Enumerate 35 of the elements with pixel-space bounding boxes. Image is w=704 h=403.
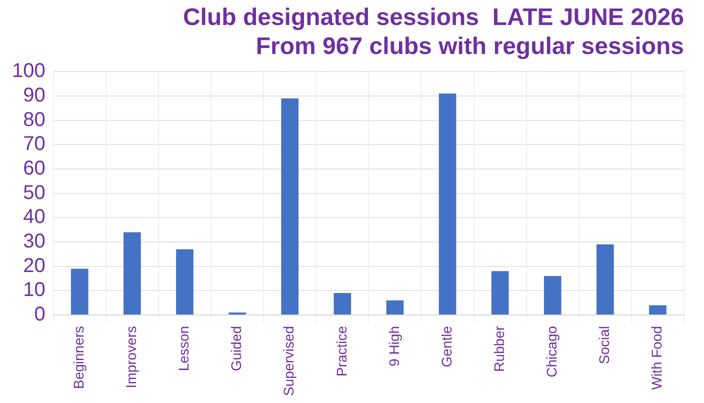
y-tick-label: 30: [23, 230, 46, 252]
y-tick-label: 10: [23, 279, 46, 302]
bar: [334, 293, 352, 314]
x-tick-label: With Food: [648, 326, 665, 390]
x-tick-label: Guided: [228, 326, 244, 372]
y-tick-label: 20: [23, 254, 46, 277]
bar: [176, 249, 194, 314]
x-tick-label: 9 High: [386, 326, 402, 366]
bar: [70, 268, 88, 314]
x-tick-label: Lesson: [176, 326, 192, 372]
x-tick-label: Improvers: [123, 326, 140, 388]
y-tick-label: 60: [23, 157, 46, 180]
bar: [491, 271, 509, 314]
x-tick-label: Rubber: [490, 326, 507, 372]
y-tick-label: 70: [23, 133, 46, 156]
y-tick-label: 100: [12, 60, 46, 82]
y-tick-label: 50: [23, 182, 46, 204]
bar: [596, 244, 614, 314]
x-tick-label: Practice: [333, 326, 350, 377]
bar: [544, 276, 562, 314]
x-tick-label: Social: [596, 326, 612, 364]
bar: [438, 94, 456, 314]
x-tick-label: Supervised: [280, 326, 297, 396]
bar: [649, 305, 666, 314]
y-tick-label: 90: [23, 84, 46, 106]
x-tick-label: Beginners: [70, 326, 87, 390]
bar: [386, 300, 404, 314]
x-tick-label: Gentle: [438, 326, 454, 368]
bar: [281, 98, 299, 314]
chart-title: Club designated sessions LATE JUNE 2026 From 967 clubs with regular sessions: [182, 4, 684, 60]
y-tick-label: 80: [23, 108, 46, 131]
bar: [124, 232, 141, 314]
x-tick-label: Chicago: [543, 326, 560, 378]
y-tick-label: 0: [34, 303, 46, 326]
y-tick-label: 40: [23, 206, 46, 228]
